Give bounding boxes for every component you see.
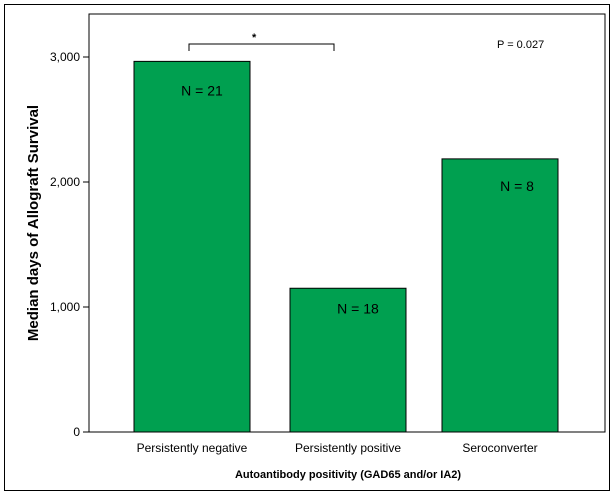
y-tick-label: 2,000: [50, 175, 80, 189]
bar-data-label: N = 21: [181, 82, 223, 98]
y-tick-label: 1,000: [50, 300, 80, 314]
significance-marker: *: [252, 32, 257, 44]
y-axis-title: Median days of Allograft Survival: [25, 105, 42, 341]
bar-seroconverter: [441, 158, 559, 433]
p-value-annotation: P = 0.027: [497, 39, 544, 51]
significance-bracket: [188, 43, 335, 51]
chart-frame: [4, 4, 610, 491]
y-tick-label: 0: [73, 425, 80, 439]
x-tick-label: Persistently positive: [295, 441, 401, 455]
bar-data-label: N = 18: [337, 300, 379, 316]
x-axis-title: Autoantibody positivity (GAD65 and/or IA…: [235, 469, 461, 481]
x-tick-label: Persistently negative: [137, 441, 248, 455]
y-tick-label: 3,000: [50, 50, 80, 64]
bar-data-label: N = 8: [500, 178, 534, 194]
bar-persistently-positive: [289, 287, 407, 433]
bar-persistently-negative: [133, 60, 251, 433]
x-tick-label: Seroconverter: [462, 441, 537, 455]
